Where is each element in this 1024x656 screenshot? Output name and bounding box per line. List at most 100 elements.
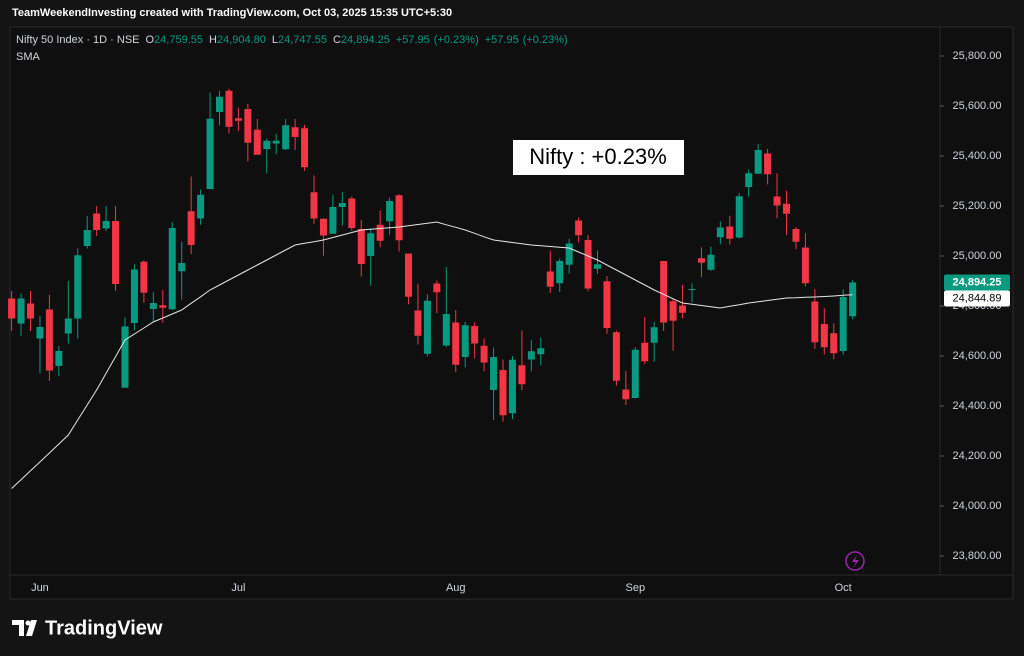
x-tick-label: Aug [446, 582, 466, 594]
y-tick-label: 25,000.00 [953, 250, 1002, 262]
candle-body [423, 300, 431, 354]
candle-body [140, 261, 148, 293]
candle-body [102, 221, 110, 229]
candle-body [820, 324, 828, 348]
candle-body [792, 229, 800, 242]
change-pct: (+0.23%) [434, 34, 479, 46]
y-tick-label: 25,200.00 [953, 200, 1002, 212]
candle-body [319, 218, 327, 236]
candle-body [112, 221, 120, 284]
candle-body [36, 327, 44, 339]
candle-body [490, 357, 498, 390]
candle-body [338, 203, 346, 207]
candle-body [187, 211, 195, 245]
brand-logo-dot [25, 620, 31, 626]
sma-price-label: 24,844.89 [953, 292, 1002, 304]
candle-body [17, 298, 25, 324]
x-tick-label: Sep [626, 582, 646, 594]
candle-body [159, 305, 167, 308]
change: +57.95 [485, 34, 519, 46]
candle-body [546, 271, 554, 287]
candle-body [603, 281, 611, 328]
x-tick-label: Oct [835, 582, 852, 594]
candle-body [206, 118, 214, 189]
candle-body [27, 303, 34, 319]
candle-body [518, 365, 526, 385]
chart-pane [9, 26, 1014, 600]
candle-body [735, 196, 743, 238]
y-tick-label: 24,200.00 [953, 450, 1002, 462]
candle-body [480, 345, 488, 363]
candle-body [149, 303, 157, 309]
candle-body [565, 243, 573, 265]
candle-body [726, 226, 734, 239]
candle-body [830, 333, 838, 354]
candle-body [811, 301, 819, 343]
candle-body [508, 359, 516, 414]
candle-body [669, 301, 677, 321]
candle-body [414, 310, 422, 336]
y-tick-label: 24,400.00 [953, 400, 1002, 412]
candle-body [660, 261, 668, 323]
candle-body [697, 258, 705, 263]
candle-body [433, 283, 441, 293]
candle-body [556, 261, 564, 284]
candle-body [244, 109, 252, 143]
candle-body [301, 128, 309, 168]
candle-body [93, 213, 101, 230]
candle-body [537, 348, 545, 355]
candle-body [764, 153, 772, 175]
candle-body [849, 282, 857, 317]
annotation: Nifty : +0.23% [529, 144, 667, 169]
legend-key: O [146, 34, 155, 46]
y-tick-label: 23,800.00 [953, 550, 1002, 562]
candle-body [263, 140, 271, 149]
candle-body [395, 195, 403, 241]
candle-body [216, 96, 223, 112]
candle-body [773, 196, 781, 206]
candle-body [622, 389, 630, 400]
candle-body [452, 322, 460, 365]
candle-body [461, 325, 469, 357]
candle-body [386, 201, 394, 222]
candle-body [679, 305, 687, 313]
candle-body [197, 194, 205, 219]
y-tick-label: 24,600.00 [953, 350, 1002, 362]
candle-body [839, 297, 847, 351]
candle-body [45, 309, 53, 371]
indicator-legend: SMA [16, 51, 41, 63]
candle-body [8, 298, 16, 319]
candle-body [641, 342, 649, 362]
candle-body [272, 140, 280, 144]
candle-body [282, 125, 290, 150]
candle-body [584, 240, 592, 289]
candle-body [499, 370, 507, 416]
last-price-box [944, 274, 1010, 291]
candle-body [367, 233, 375, 256]
candle-body [178, 263, 186, 272]
candle-body [688, 289, 696, 290]
event-icon[interactable] [845, 551, 865, 571]
candle-body [801, 247, 809, 284]
candle-body [594, 264, 601, 269]
candle-body [650, 327, 658, 343]
candle-body [575, 220, 583, 236]
candle-body [707, 254, 715, 270]
brand-logo [12, 620, 37, 636]
candle-body [225, 90, 233, 127]
y-tick-label: 24,000.00 [953, 500, 1002, 512]
candle-body [310, 192, 318, 219]
header: TeamWeekendInvesting created with Tradin… [12, 7, 452, 19]
candle-body [168, 228, 176, 310]
x-tick-label: Jun [31, 582, 49, 594]
candle-body [121, 326, 129, 388]
change-pct: (+0.23%) [523, 34, 568, 46]
legend-key: L [272, 34, 278, 46]
candle-body [55, 351, 63, 366]
legend-key: H [209, 34, 217, 46]
legend-value: 24,759.55 [154, 34, 203, 46]
candle-body [74, 255, 82, 319]
candle-body [631, 349, 639, 398]
